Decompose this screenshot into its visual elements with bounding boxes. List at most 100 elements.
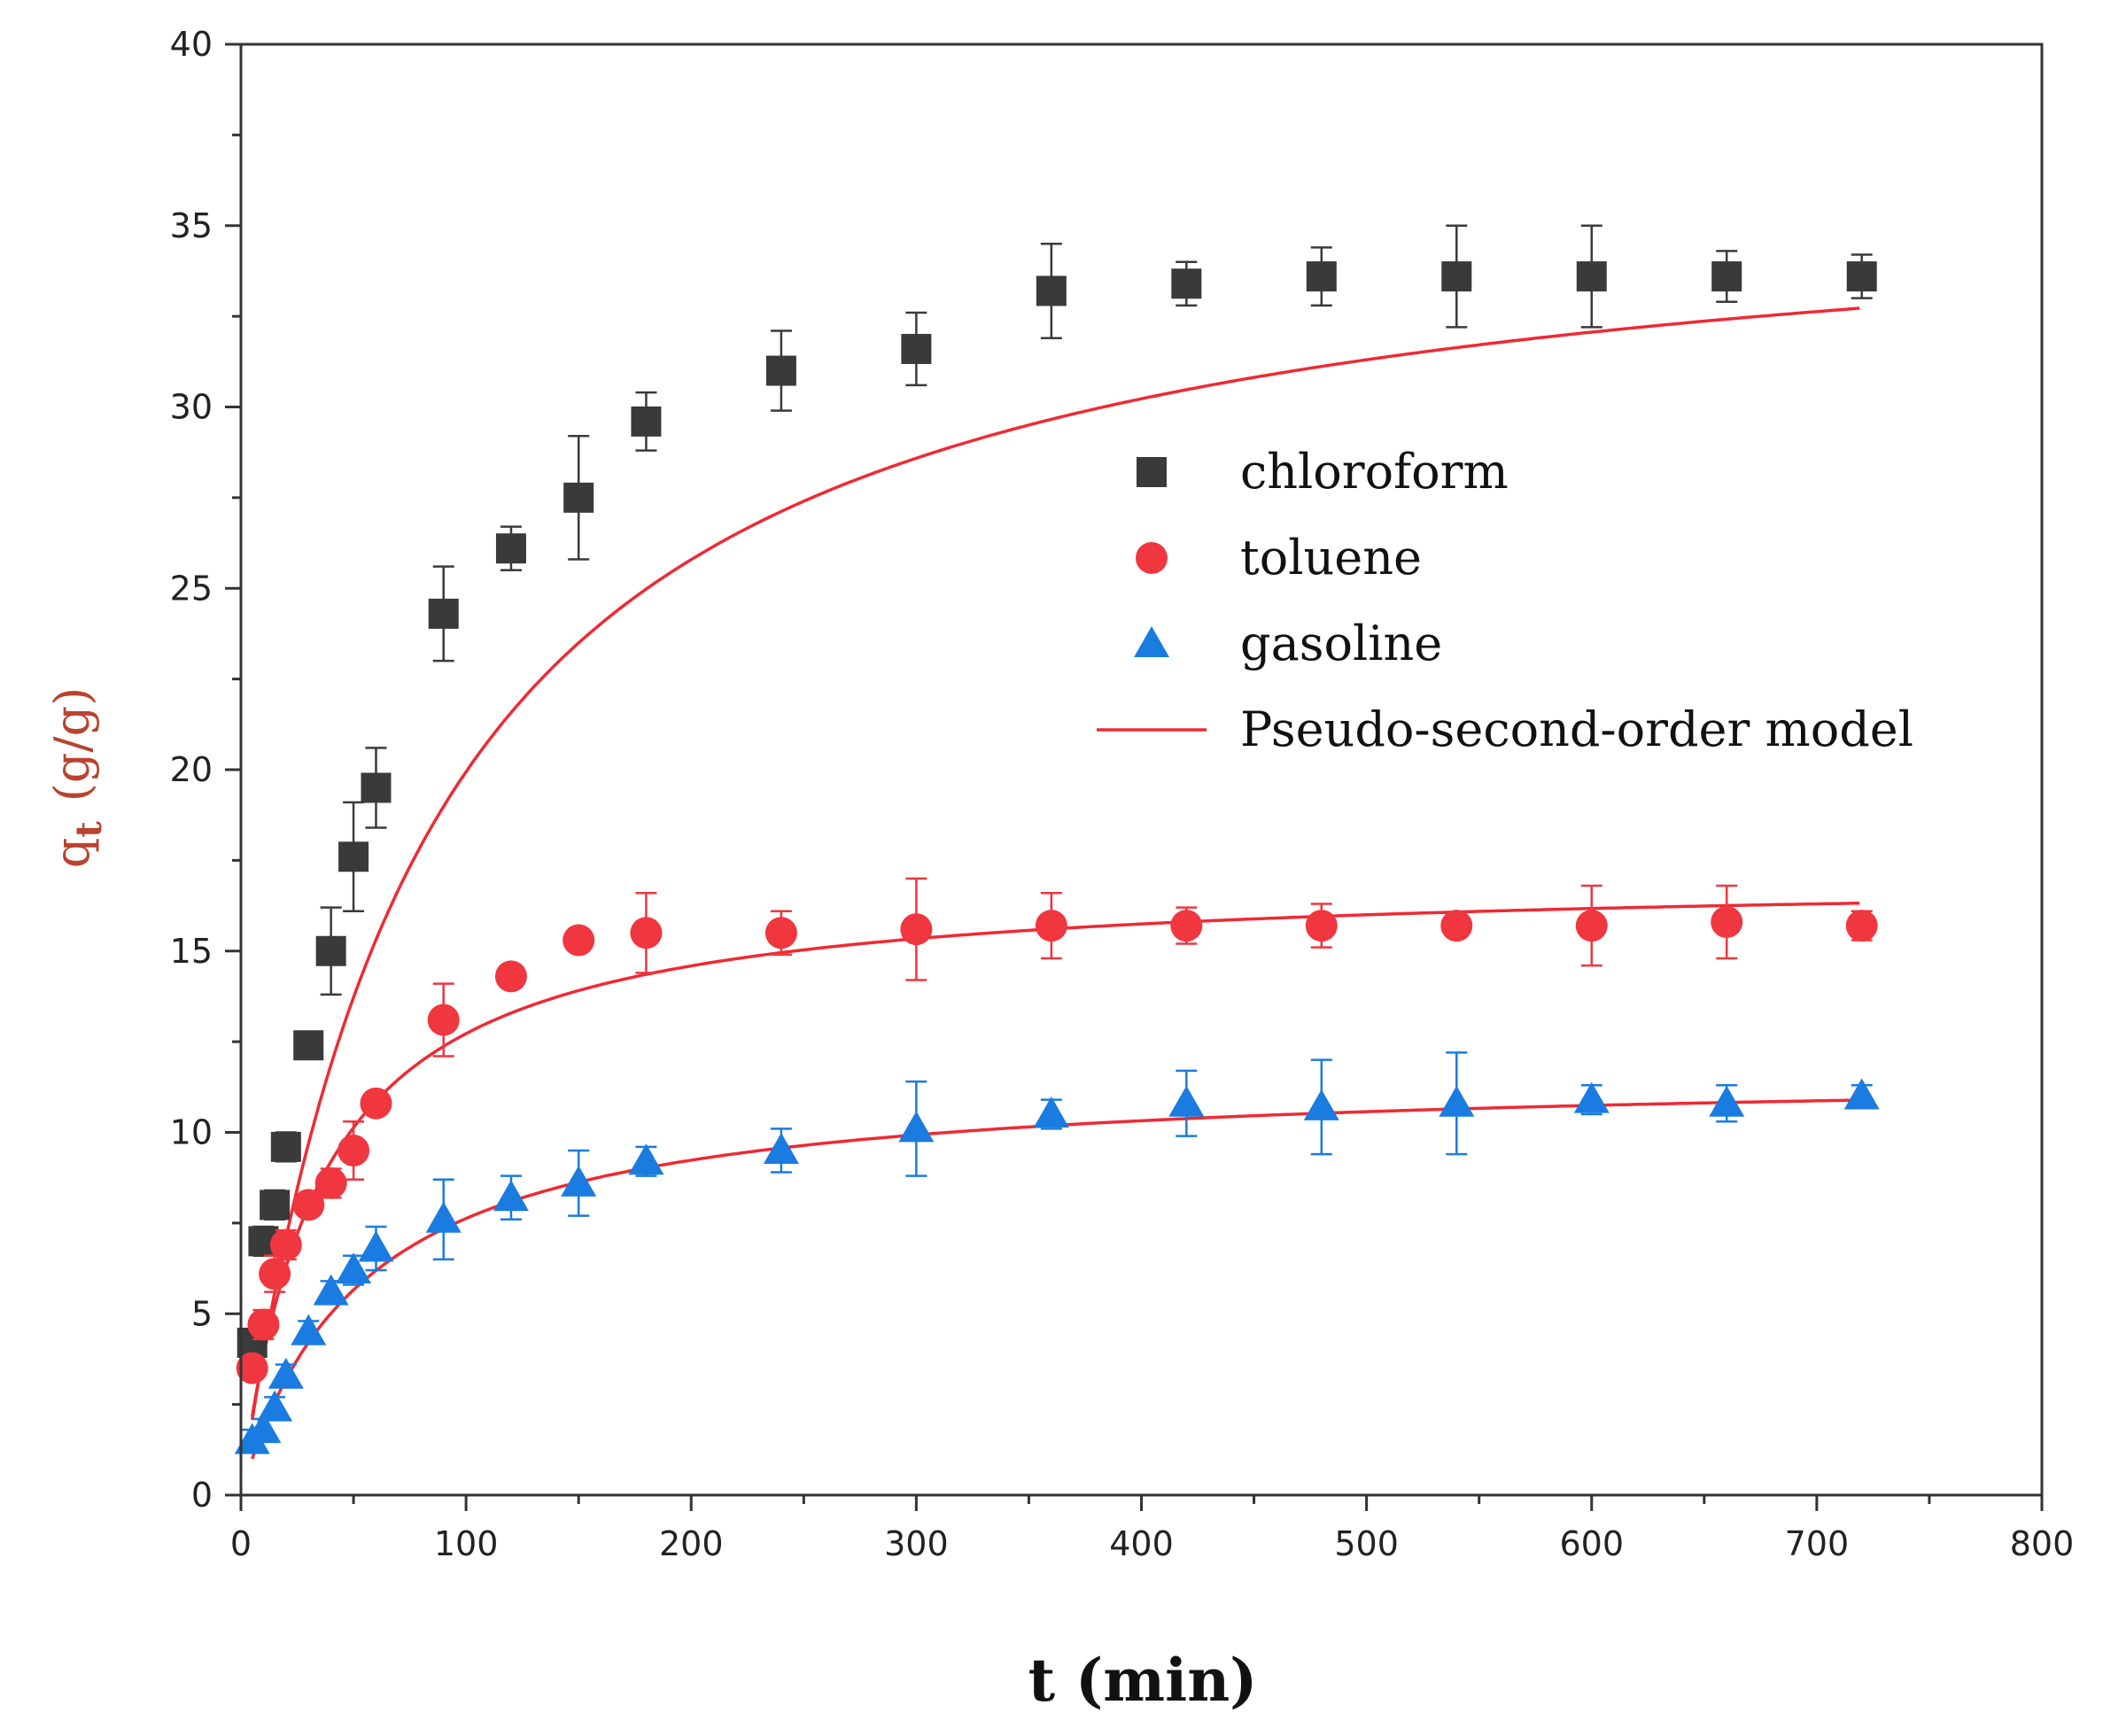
point-toluene-120 (494, 960, 527, 993)
axes: 0 100 200 300 400 500 600 700 800 0 5 10 15 20 25 30 35 4… (170, 25, 2075, 1563)
point-chloroform-15 (260, 1190, 291, 1221)
y-tick-label-5: 5 (191, 1294, 213, 1333)
y-axis-label-subscript: t (68, 821, 110, 838)
x-tick-label-700: 700 (1785, 1524, 1850, 1563)
point-toluene-10 (247, 1308, 280, 1341)
y-tick-label-35: 35 (170, 206, 213, 245)
point-chloroform-300 (901, 333, 932, 364)
point-toluene-300 (900, 913, 933, 946)
point-chloroform-540 (1441, 261, 1472, 292)
point-chloroform-50 (338, 841, 369, 872)
y-tick-label-30: 30 (170, 388, 213, 427)
point-toluene-540 (1440, 910, 1473, 942)
x-tick-label-400: 400 (1109, 1524, 1174, 1563)
point-toluene-30 (292, 1189, 325, 1221)
point-gasoline-360 (1033, 1097, 1069, 1128)
x-tick-label-100: 100 (434, 1524, 499, 1563)
point-chloroform-600 (1576, 261, 1607, 292)
legend-item-2: toluene (1136, 530, 1422, 585)
legend-label-3: gasoline (1240, 616, 1442, 671)
x-tick-label-800: 800 (2010, 1524, 2075, 1563)
point-gasoline-40 (313, 1274, 349, 1306)
y-axis-label: qt (g/g) (44, 687, 110, 869)
point-gasoline-300 (898, 1111, 935, 1143)
series-toluene (236, 877, 1878, 1384)
point-toluene-360 (1035, 910, 1067, 942)
y-tick-label-15: 15 (170, 932, 213, 971)
y-tick-label-0: 0 (191, 1476, 213, 1515)
point-chloroform-120 (495, 533, 526, 564)
y-tick-label-40: 40 (170, 25, 213, 64)
point-toluene-660 (1711, 905, 1743, 938)
point-chloroform-180 (631, 406, 662, 437)
x-tick-label-0: 0 (230, 1524, 252, 1563)
point-chloroform-240 (765, 355, 796, 386)
point-gasoline-240 (763, 1132, 799, 1164)
legend-swatch-gasoline (1134, 626, 1169, 657)
legend-swatch-toluene (1136, 542, 1168, 574)
point-chloroform-20 (270, 1131, 301, 1162)
legend-swatch-chloroform (1137, 457, 1167, 487)
legend-item-3: gasoline (1134, 616, 1442, 671)
point-chloroform-420 (1171, 268, 1202, 299)
point-gasoline-540 (1439, 1085, 1475, 1117)
point-gasoline-15 (257, 1390, 293, 1422)
point-chloroform-360 (1036, 275, 1067, 306)
legend-label-2: toluene (1240, 530, 1422, 585)
point-toluene-180 (630, 917, 663, 949)
point-gasoline-30 (291, 1314, 327, 1345)
point-chloroform-30 (293, 1030, 324, 1061)
legend-label-1: chloroform (1240, 444, 1509, 500)
point-chloroform-150 (563, 482, 594, 513)
point-toluene-40 (314, 1166, 347, 1199)
point-gasoline-90 (425, 1201, 462, 1233)
legend-label-4: Pseudo-second-order model (1240, 701, 1913, 757)
point-toluene-20 (269, 1228, 302, 1261)
legend-item-1: chloroform (1137, 444, 1509, 500)
point-chloroform-60 (361, 772, 392, 803)
point-gasoline-10 (245, 1412, 282, 1444)
point-gasoline-20 (268, 1357, 304, 1389)
y-tick-label-25: 25 (170, 569, 213, 608)
point-gasoline-600 (1573, 1081, 1610, 1113)
point-toluene-480 (1305, 910, 1338, 942)
legend-item-4: Pseudo-second-order model (1097, 701, 1913, 757)
y-axis-label-symbol: q (44, 838, 100, 869)
x-tick-label-600: 600 (1559, 1524, 1624, 1563)
point-toluene-720 (1845, 910, 1878, 942)
y-tick-label-20: 20 (170, 750, 213, 789)
point-gasoline-720 (1843, 1078, 1880, 1110)
point-gasoline-150 (561, 1165, 597, 1197)
series-gasoline (234, 1051, 1880, 1454)
point-gasoline-660 (1709, 1085, 1745, 1117)
x-axis-label: t (min) (1028, 1646, 1258, 1715)
point-chloroform-720 (1846, 261, 1877, 292)
point-toluene-420 (1170, 910, 1203, 942)
point-toluene-15 (259, 1258, 291, 1290)
point-gasoline-120 (493, 1180, 529, 1212)
y-tick-label-10: 10 (170, 1113, 213, 1152)
model-curve-1 (250, 306, 1860, 1421)
point-toluene-600 (1575, 910, 1608, 942)
point-chloroform-90 (428, 598, 459, 629)
point-toluene-150 (563, 924, 595, 957)
x-tick-label-300: 300 (884, 1524, 949, 1563)
point-toluene-50 (338, 1134, 370, 1166)
y-axis-label-unit: (g/g) (44, 687, 100, 802)
legend: chloroform toluene gasoline Pseudo-second-o… (1097, 444, 1913, 757)
point-chloroform-660 (1711, 261, 1742, 292)
point-gasoline-50 (336, 1252, 372, 1284)
plot-area (234, 224, 1880, 1460)
point-toluene-240 (764, 917, 797, 949)
point-toluene-5 (236, 1352, 268, 1384)
point-toluene-60 (360, 1087, 392, 1120)
point-chloroform-480 (1306, 261, 1337, 292)
point-gasoline-420 (1168, 1085, 1205, 1117)
point-gasoline-60 (358, 1230, 394, 1262)
point-gasoline-180 (628, 1143, 664, 1175)
point-gasoline-480 (1303, 1089, 1339, 1120)
point-chloroform-40 (315, 935, 346, 966)
svg-text:qt(g/g): qt (g/g) (44, 687, 110, 869)
point-toluene-90 (427, 1004, 460, 1036)
